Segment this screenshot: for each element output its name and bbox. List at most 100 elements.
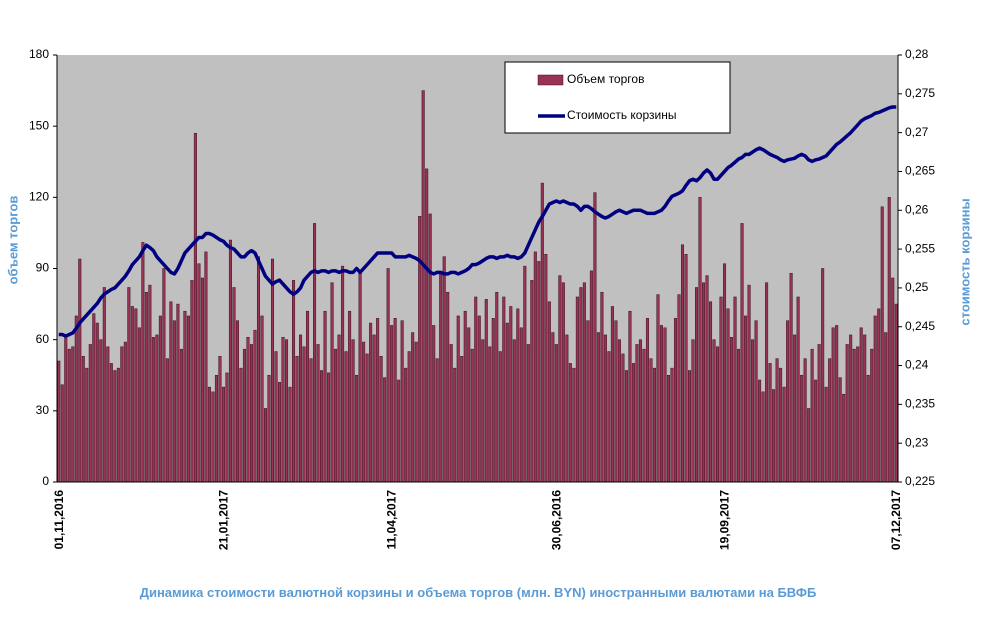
bar xyxy=(554,344,558,483)
bar xyxy=(866,375,870,483)
bar xyxy=(533,251,537,483)
y2-axis-label: стоимость корзины xyxy=(957,198,972,325)
bar xyxy=(537,261,541,483)
bar xyxy=(621,353,625,483)
bar xyxy=(540,182,544,483)
bar xyxy=(828,358,832,483)
bar xyxy=(306,310,310,483)
bar xyxy=(723,263,727,483)
bar xyxy=(709,301,713,483)
y-axis-label: объем торгов xyxy=(5,196,20,285)
y2-tick-label: 0,275 xyxy=(905,86,935,100)
bar xyxy=(863,334,867,483)
bar xyxy=(323,310,327,483)
bar xyxy=(358,272,362,483)
bar xyxy=(270,258,275,483)
bar xyxy=(807,408,811,483)
bar xyxy=(530,280,534,483)
y2-tick-label: 0,25 xyxy=(905,280,929,294)
bar xyxy=(249,344,253,483)
y2-tick-label: 0,24 xyxy=(905,358,929,372)
x-tick-label: 19,09,2017 xyxy=(718,490,732,550)
bar xyxy=(575,296,579,483)
bar xyxy=(348,310,352,483)
bar xyxy=(169,301,173,483)
bar xyxy=(60,384,64,483)
bar xyxy=(130,306,134,483)
bar xyxy=(460,356,464,483)
bar xyxy=(253,329,257,483)
bar xyxy=(200,277,204,483)
bar xyxy=(842,393,846,483)
bar xyxy=(779,367,783,483)
bar xyxy=(207,386,211,483)
line xyxy=(58,105,897,338)
bar xyxy=(596,332,600,483)
bar xyxy=(285,339,289,483)
x-tick-label: 01,11,2016 xyxy=(52,490,66,550)
y-tick-label: 0 xyxy=(42,474,49,488)
bar xyxy=(758,379,762,483)
bar xyxy=(498,351,502,483)
bar xyxy=(849,334,853,483)
bar xyxy=(344,351,348,483)
bar xyxy=(747,284,751,483)
bar xyxy=(526,344,530,483)
y-tick-label: 180 xyxy=(29,47,49,61)
bar xyxy=(334,348,338,483)
bar xyxy=(390,325,394,483)
y2-tick-label: 0,235 xyxy=(905,397,935,411)
bar xyxy=(85,367,89,483)
bar xyxy=(120,346,124,483)
bar xyxy=(884,332,888,483)
bar xyxy=(186,315,190,483)
y-tick-label: 30 xyxy=(36,403,50,417)
bar xyxy=(456,315,460,483)
y2-tick-label: 0,27 xyxy=(905,125,929,139)
x-tick-label: 07,12,2017 xyxy=(889,490,903,550)
bar xyxy=(137,327,141,483)
bar xyxy=(586,320,590,483)
bar xyxy=(698,197,702,483)
bar xyxy=(852,348,856,483)
bar xyxy=(593,192,597,483)
bar xyxy=(281,337,285,483)
bar xyxy=(365,353,369,483)
bar xyxy=(891,277,895,483)
bar xyxy=(687,370,692,483)
bar xyxy=(64,334,68,483)
bar xyxy=(151,337,155,483)
bar xyxy=(691,339,695,483)
bar xyxy=(488,346,492,483)
y-tick-label: 150 xyxy=(29,118,49,132)
bar xyxy=(684,254,688,483)
bar xyxy=(228,239,232,483)
bar xyxy=(856,346,860,483)
bar xyxy=(484,299,488,483)
bar xyxy=(432,325,436,483)
bar xyxy=(470,348,474,483)
bar xyxy=(765,282,769,483)
bar xyxy=(57,360,61,483)
bar xyxy=(81,356,85,483)
bar xyxy=(421,90,425,483)
bar xyxy=(214,375,218,483)
bar xyxy=(246,337,250,483)
bar xyxy=(772,389,776,483)
legend: Объем торгов Стоимость корзины xyxy=(504,61,731,134)
bar xyxy=(582,282,586,483)
bar xyxy=(165,358,169,483)
x-tick-label: 30,06,2016 xyxy=(549,490,563,550)
bar xyxy=(355,375,359,483)
bar xyxy=(568,363,572,483)
bar xyxy=(148,284,152,483)
bar xyxy=(509,306,513,483)
bar xyxy=(376,318,380,483)
bar xyxy=(800,375,804,483)
bar xyxy=(737,348,741,483)
bar xyxy=(572,367,576,483)
bar xyxy=(327,372,331,483)
bar xyxy=(505,322,509,483)
bar xyxy=(656,294,660,483)
legend-label: Объем торгов xyxy=(567,72,644,86)
